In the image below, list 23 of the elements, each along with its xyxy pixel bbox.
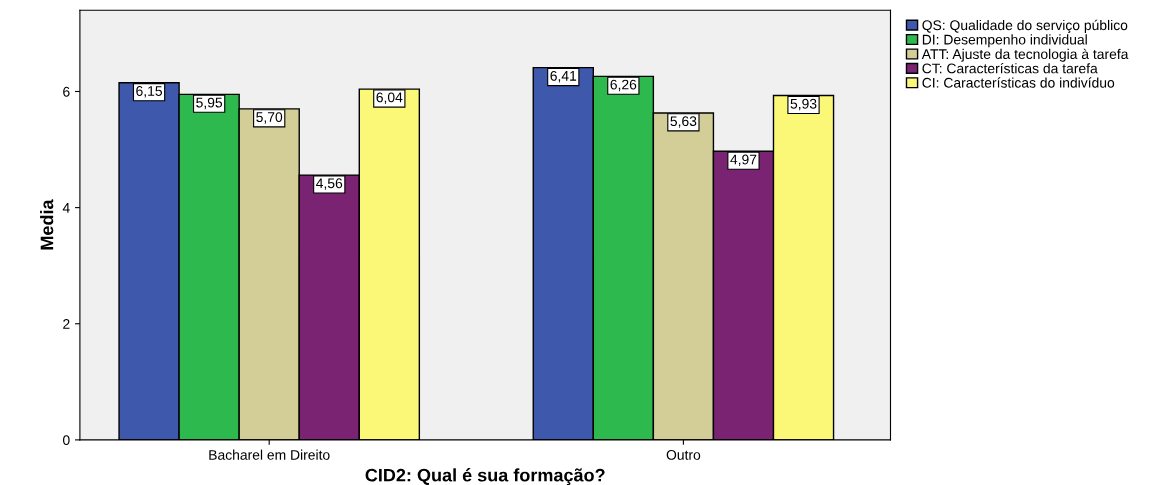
legend-label: CI: Características do indivíduo: [922, 77, 1115, 88]
legend-label: CT: Características da tarefa: [922, 63, 1098, 74]
data-label: 6,41: [550, 70, 577, 83]
x-tick-label: Outro: [666, 449, 701, 460]
y-tick-label: 2: [63, 319, 70, 329]
legend-label: ATT: Ajuste da tecnologia à tarefa: [921, 48, 1129, 62]
data-label: 6,15: [136, 86, 163, 98]
legend-label: DI: Desempenho individual: [922, 34, 1087, 48]
y-axis-title: Media: [40, 199, 54, 250]
data-label: 4,56: [316, 178, 343, 190]
data-label: 5,93: [790, 98, 817, 111]
y-tick-label: 4: [62, 203, 70, 213]
data-label: 6,26: [610, 79, 637, 92]
legend-label: QS: Qualidade do serviço público: [922, 19, 1128, 33]
data-label: 4,97: [730, 154, 757, 167]
y-tick-label: 6: [63, 86, 70, 97]
x-axis-title: CID2: Qual é sua formação?: [365, 468, 605, 485]
data-label: 6,04: [376, 92, 403, 104]
data-label: 5,63: [670, 116, 697, 128]
y-tick-label: 0: [63, 435, 70, 446]
data-label: 5,70: [256, 112, 283, 124]
data-label: 5,95: [196, 97, 223, 110]
x-tick-label: Bacharel em Direito: [209, 449, 330, 460]
